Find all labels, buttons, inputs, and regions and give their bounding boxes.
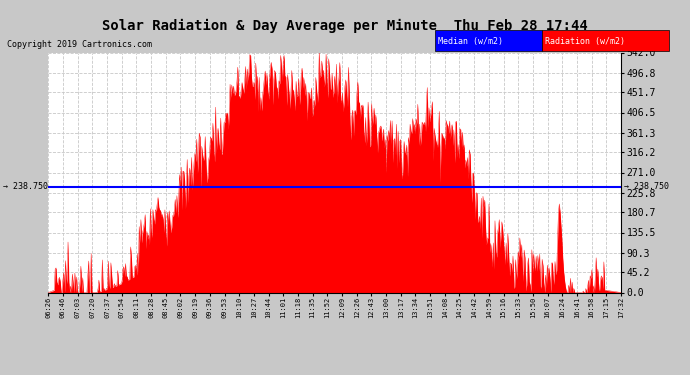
Text: Radiation (w/m2): Radiation (w/m2)	[545, 38, 625, 46]
Text: → 238.750: → 238.750	[624, 182, 669, 191]
Text: Median (w/m2): Median (w/m2)	[438, 38, 503, 46]
Text: Copyright 2019 Cartronics.com: Copyright 2019 Cartronics.com	[7, 40, 152, 49]
Text: Solar Radiation & Day Average per Minute  Thu Feb 28 17:44: Solar Radiation & Day Average per Minute…	[102, 19, 588, 33]
Text: → 238.750: → 238.750	[3, 182, 48, 191]
